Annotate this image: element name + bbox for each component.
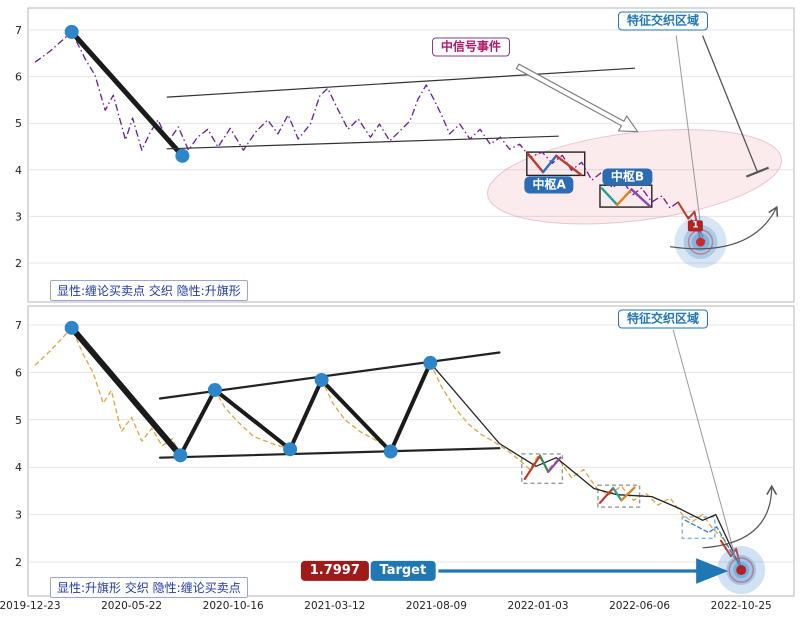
annotation-line (675, 35, 702, 225)
x-tick-label: 2022-06-06 (609, 600, 671, 612)
pivot-dot (423, 355, 438, 370)
mini-segment (600, 187, 619, 207)
x-tick-label: 2020-05-22 (101, 600, 163, 612)
mini-segment (526, 152, 545, 174)
trend-segment (178, 360, 433, 458)
buy-point-badge: 1 (688, 220, 703, 232)
mini-segment (612, 487, 623, 502)
y-tick-label: 7 (15, 24, 22, 37)
x-tick-label: 2019-12-23 (0, 600, 61, 612)
trend-segment (69, 29, 185, 159)
mini-segment (523, 454, 542, 481)
caption-top: 显性:缠论买卖点 交织 隐性:升旗形 (50, 280, 248, 301)
x-tick-label: 2021-08-09 (405, 600, 467, 612)
trend-segment (158, 447, 501, 459)
trend-segment (166, 135, 559, 150)
y-tick-label: 6 (15, 71, 22, 84)
mini-segment (538, 454, 550, 473)
pivot-dot (64, 320, 79, 335)
pivot-zone-box (526, 151, 586, 177)
y-tick-label: 2 (15, 257, 22, 270)
y-tick-label: 3 (15, 509, 22, 522)
x-tick-label: 2022-10-25 (710, 600, 772, 612)
x-tick-label: 2022-01-03 (507, 600, 569, 612)
target-price-label: 1.7997 (300, 560, 369, 582)
y-tick-label: 2 (15, 556, 22, 569)
mini-segment (547, 456, 562, 473)
pivot-dot (283, 442, 298, 457)
signal-event-label: 中信号事件 (431, 37, 510, 57)
feature-weave-zone-label-bottom: 特征交织区域 (617, 309, 708, 329)
mini-segment (630, 188, 651, 208)
y-tick-label: 3 (15, 210, 22, 223)
y-tick-label: 4 (15, 461, 22, 474)
bullseye-center (736, 565, 747, 576)
curved-arrow (670, 205, 779, 250)
zhongshu-b-label: 中枢B (602, 168, 652, 186)
bullseye-red-ring (728, 557, 754, 583)
measure-cap (745, 166, 770, 178)
mini-segment (616, 188, 633, 207)
zhongshu-a-label: 中枢A (524, 176, 574, 194)
pivot-zone-box (681, 516, 716, 539)
target-label: Target (370, 560, 436, 582)
measure-line (701, 35, 759, 173)
x-tick-label: 2020-10-16 (202, 600, 264, 612)
panel-background (27, 7, 795, 303)
pivot-dot (207, 382, 222, 397)
pivot-dot (64, 24, 79, 39)
mini-segment (598, 487, 615, 504)
trend-segment (166, 67, 636, 98)
pivot-dot (175, 148, 190, 163)
y-tick-label: 7 (15, 319, 22, 332)
y-tick-label: 5 (15, 414, 22, 427)
trend-segment (68, 324, 184, 459)
price-line (34, 327, 742, 570)
mini-segment (620, 486, 636, 502)
feature-weave-zone-label-top: 特征交织区域 (617, 11, 708, 31)
x-tick-label: 2021-03-12 (304, 600, 366, 612)
pivot-dot (173, 448, 188, 463)
price-line (34, 31, 707, 243)
y-tick-label: 5 (15, 117, 22, 130)
callout-arrow (515, 63, 639, 133)
caption-bottom: 显性:升旗形 交织 隐性:缠论买卖点 (50, 577, 248, 598)
mini-segment (541, 154, 558, 174)
annotation-line (672, 329, 736, 557)
mini-segment (555, 154, 582, 176)
y-tick-label: 4 (15, 164, 22, 177)
curved-arrow (702, 484, 778, 549)
pivot-dot (314, 372, 329, 387)
bullseye-center (696, 237, 706, 247)
pivot-dot (383, 444, 398, 459)
y-tick-label: 6 (15, 366, 22, 379)
mini-segment (684, 519, 742, 570)
